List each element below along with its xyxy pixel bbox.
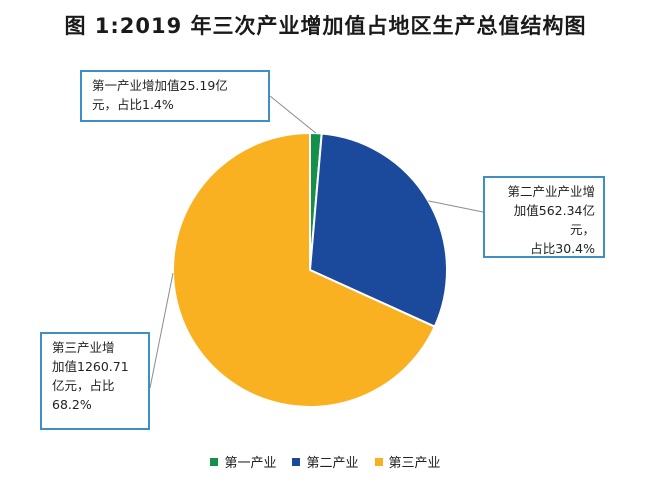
- callout-primary-line-2: 元，占比1.4%: [92, 97, 174, 112]
- legend-swatch-secondary: [292, 457, 301, 466]
- chart-legend: 第一产业 第二产业 第三产业: [0, 452, 651, 471]
- legend-label-secondary: 第二产业: [306, 456, 359, 471]
- leader-line-secondary: [428, 200, 484, 213]
- callout-secondary-line-1: 第二产业产业增: [507, 184, 595, 199]
- callout-primary-line-1: 第一产业增加值25.19亿: [92, 78, 228, 93]
- callout-tertiary-line-4: 68.2%: [52, 397, 92, 412]
- legend-swatch-primary: [210, 457, 219, 466]
- callout-tertiary-line-1: 第三产业增: [52, 340, 115, 355]
- leader-lines: [149, 95, 484, 389]
- legend-item-primary: 第一产业: [210, 452, 276, 471]
- legend-label-tertiary: 第三产业: [388, 456, 441, 471]
- callout-secondary-line-3: 占比30.4%: [530, 241, 595, 256]
- callout-secondary-line-2: 加值562.34亿元，: [513, 203, 595, 237]
- pie-slice-secondary: [308, 132, 448, 329]
- pie-slice-tertiary: [172, 131, 437, 408]
- pie-slices: [172, 131, 448, 408]
- callout-tertiary-industry: 第三产业增 加值1260.71 亿元，占比 68.2%: [40, 332, 150, 430]
- legend-item-tertiary: 第三产业: [374, 452, 441, 471]
- callout-tertiary-line-3: 亿元，占比: [52, 378, 115, 393]
- callout-secondary-industry: 第二产业产业增 加值562.34亿元， 占比30.4%: [483, 176, 605, 258]
- callout-tertiary-line-2: 加值1260.71: [52, 359, 129, 374]
- leader-line-tertiary: [149, 272, 174, 389]
- legend-item-secondary: 第二产业: [292, 452, 359, 471]
- callout-primary-industry: 第一产业增加值25.19亿 元，占比1.4%: [80, 70, 270, 122]
- legend-label-primary: 第一产业: [224, 456, 277, 471]
- chart-title: 图 1:2019 年三次产业增加值占地区生产总值结构图: [64, 14, 587, 38]
- legend-swatch-tertiary: [374, 457, 383, 466]
- leader-line-primary: [269, 95, 317, 134]
